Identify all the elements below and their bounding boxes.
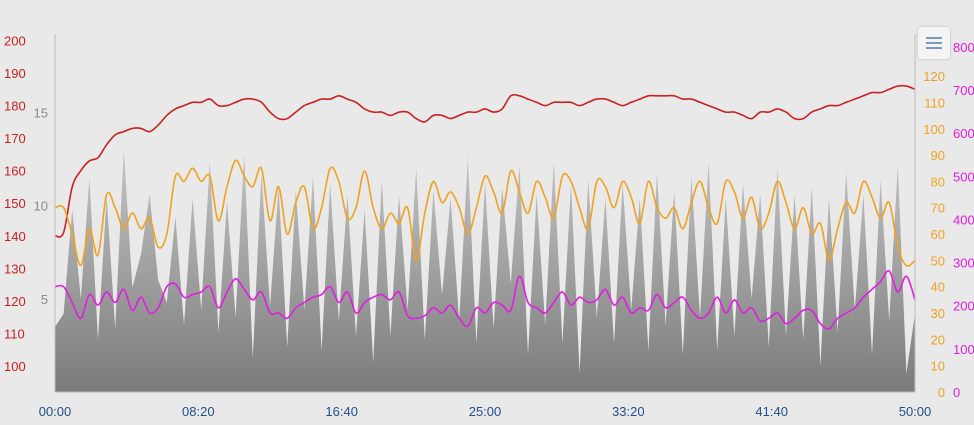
- y-tick-label-left-red: 190: [4, 66, 26, 81]
- series-line-1: [54, 159, 916, 267]
- y-tick-label-left-red: 180: [4, 99, 26, 114]
- menu-button[interactable]: [918, 27, 950, 59]
- menu-icon-bar: [926, 37, 942, 39]
- series-line-0: [54, 84, 916, 238]
- y-tick-label-right-magenta: 300: [953, 256, 974, 271]
- series-area-3: [55, 149, 915, 392]
- x-tick-label: 41:40: [755, 404, 788, 419]
- y-tick-label-right-magenta: 600: [953, 126, 974, 141]
- x-tick-label: 33:20: [612, 404, 645, 419]
- y-tick-label-right-orange: 60: [931, 227, 945, 242]
- y-tick-label-right-orange: 50: [931, 253, 945, 268]
- y-tick-label-right-magenta: 0: [953, 385, 960, 400]
- y-tick-label-left-red: 170: [4, 131, 26, 146]
- y-tick-label-left-gray: 15: [34, 105, 48, 120]
- y-tick-label-right-magenta: 100: [953, 342, 974, 357]
- y-tick-label-right-magenta: 400: [953, 212, 974, 227]
- y-tick-label-right-orange: 110: [924, 95, 945, 110]
- x-tick-label: 08:20: [182, 404, 215, 419]
- area-series-layer: [55, 149, 915, 392]
- menu-icon-bar: [926, 47, 942, 49]
- y-tick-label-right-orange: 10: [931, 359, 945, 374]
- y-tick-label-right-orange: 120: [923, 69, 945, 84]
- y-tick-label-left-red: 110: [4, 326, 25, 341]
- x-tick-label: 00:00: [39, 404, 72, 419]
- x-tick-label: 16:40: [325, 404, 358, 419]
- y-tick-label-right-orange: 20: [931, 332, 945, 347]
- series-line-2: [54, 269, 916, 330]
- y-tick-label-left-red: 140: [4, 229, 26, 244]
- y-tick-label-right-orange: 80: [931, 174, 945, 189]
- y-tick-label-right-orange: 30: [931, 306, 945, 321]
- y-tick-label-right-orange: 100: [923, 122, 945, 137]
- y-tick-label-left-red: 150: [4, 196, 26, 211]
- y-tick-label-left-red: 100: [4, 359, 26, 374]
- y-tick-label-left-red: 200: [4, 34, 26, 49]
- axes-layer: 1001101201301401501601701801902005101501…: [4, 34, 974, 419]
- y-tick-label-left-red: 160: [4, 164, 26, 179]
- y-tick-label-right-orange: 90: [931, 148, 945, 163]
- y-tick-label-right-orange: 0: [938, 385, 945, 400]
- y-tick-label-right-orange: 40: [931, 280, 945, 295]
- y-tick-label-right-magenta: 200: [953, 299, 974, 314]
- y-tick-label-right-orange: 70: [931, 201, 945, 216]
- x-tick-label: 25:00: [469, 404, 502, 419]
- y-tick-label-left-red: 120: [4, 294, 26, 309]
- y-tick-label-left-red: 130: [4, 261, 26, 276]
- y-tick-label-right-magenta: 500: [953, 169, 974, 184]
- y-tick-label-right-magenta: 800: [953, 40, 974, 55]
- y-tick-label-right-magenta: 700: [953, 83, 974, 98]
- menu-icon-bar: [926, 42, 942, 44]
- y-tick-label-left-gray: 5: [41, 292, 48, 307]
- x-tick-label: 50:00: [899, 404, 932, 419]
- line-series-layer: [54, 84, 916, 330]
- y-tick-label-left-gray: 10: [34, 199, 48, 214]
